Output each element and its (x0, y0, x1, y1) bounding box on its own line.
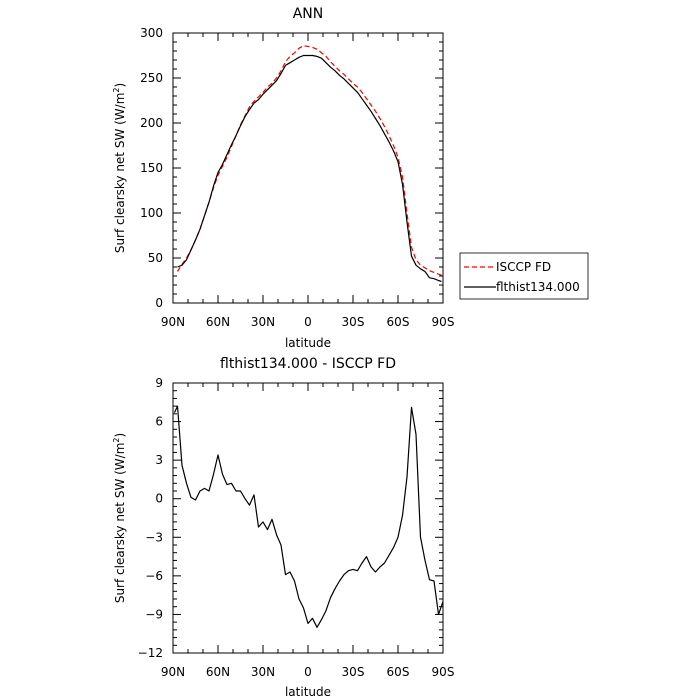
y-tick-label: 50 (148, 251, 163, 265)
y-tick-label: −9 (145, 607, 163, 621)
y-tick-label: −12 (138, 646, 163, 660)
series-line-top-0 (176, 44, 442, 276)
legend-box (459, 252, 589, 300)
x-tick-label: 90N (161, 665, 185, 679)
chart-top-ylabel-sup: 2 (112, 88, 121, 93)
y-tick-label: 250 (140, 71, 163, 85)
y-tick-label: 150 (140, 161, 163, 175)
chart-bottom-series (173, 405, 443, 628)
y-tick-label: 0 (155, 296, 163, 310)
y-tick-label: 6 (155, 415, 163, 429)
x-tick-label: 60S (387, 315, 410, 329)
chart-top-xlabel: latitude (285, 336, 331, 350)
x-tick-label: 30S (342, 315, 365, 329)
chart-bottom-ylabel: Surf clearsky net SW (W/m2) (112, 433, 127, 603)
y-tick-label: −6 (145, 569, 163, 583)
y-tick-label: −3 (145, 530, 163, 544)
legend-label-isccp: ISCCP FD (496, 260, 551, 274)
y-tick-label: 3 (155, 453, 163, 467)
y-tick-label: 200 (140, 116, 163, 130)
chart-bottom-frame (172, 382, 444, 654)
x-tick-label: 30N (251, 315, 275, 329)
x-tick-label: 60S (387, 665, 410, 679)
x-tick-label: 30S (342, 665, 365, 679)
x-tick-label: 0 (304, 665, 312, 679)
legend-label-flthist: flthist134.000 (496, 280, 580, 294)
chart-top-ticks: 90N 60N 30N 0 30S 60S 90S 0 50 100 150 200 250 300 (140, 26, 454, 329)
chart-bottom: flthist134.000 - ISCCP FD 90N 60N 30N 0 30S 6… (112, 356, 454, 699)
chart-bottom-title: flthist134.000 - ISCCP FD (220, 356, 396, 372)
x-tick-label: 90S (432, 315, 455, 329)
y-tick-label: 9 (155, 376, 163, 390)
chart-top-ylabel-close: ) (113, 83, 127, 88)
chart-top-ylabel-main: Surf clearsky net SW (W/m (113, 93, 127, 254)
chart-bottom-xlabel: latitude (285, 685, 331, 699)
series-line-top-1 (177, 54, 442, 282)
chart-bottom-ylabel-sup: 2 (112, 438, 121, 443)
chart-top-ylabel: Surf clearsky net SW (W/m2) (112, 83, 127, 253)
x-tick-label: 90N (161, 315, 185, 329)
series-line-bottom-0 (173, 405, 443, 628)
y-tick-label: 100 (140, 206, 163, 220)
y-tick-label: 300 (140, 26, 163, 40)
x-tick-label: 60N (206, 665, 230, 679)
x-tick-label: 60N (206, 315, 230, 329)
chart-top: ANN 90N 60N 30N 0 30S 60S 90S 0 50 100 150 200 250 30… (112, 6, 589, 350)
chart-bottom-ylabel-close: ) (113, 433, 127, 438)
chart-top-title: ANN (293, 6, 324, 22)
chart-bottom-ticks: 90N 60N 30N 0 30S 60S 90S −12 −9 −6 −3 0 3 6 9 (138, 376, 455, 679)
chart-bottom-ylabel-main: Surf clearsky net SW (W/m (113, 443, 127, 604)
x-tick-label: 90S (432, 665, 455, 679)
chart-top-series (176, 44, 442, 282)
x-tick-label: 0 (304, 315, 312, 329)
chart-top-frame (172, 32, 444, 304)
x-tick-label: 30N (251, 665, 275, 679)
chart-top-legend: ISCCP FD flthist134.000 (459, 252, 589, 300)
y-tick-label: 0 (155, 492, 163, 506)
